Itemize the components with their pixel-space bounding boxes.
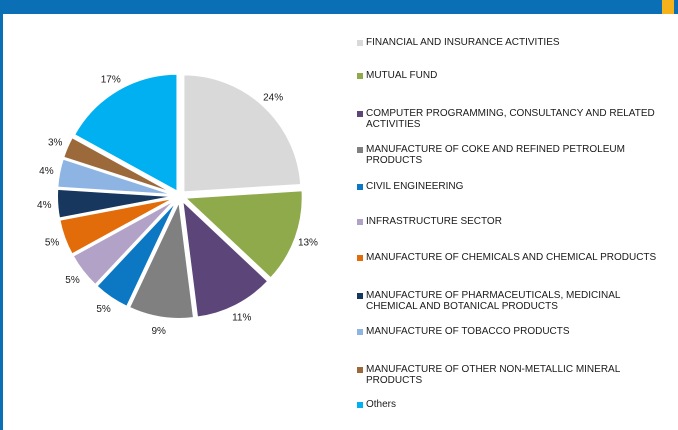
pie-chart: 24% 13% 11% 9% 5% 5% 5% 4% 4% 3% 17%	[37, 72, 318, 337]
legend-label: MUTUAL FUND	[366, 70, 438, 81]
legend-item-manufacture-of-tobacco-products: MANUFACTURE OF TOBACCO PRODUCTS	[357, 326, 671, 337]
data-label-manufacture-of-coke-and-refined-petroleum-products: 9%	[151, 326, 166, 337]
pie-slice-others	[72, 72, 179, 194]
data-label-computer-programming-consultancy-and-related-activities: 11%	[232, 313, 251, 324]
data-label-civil-engineering: 5%	[96, 304, 111, 315]
header-accent	[662, 0, 674, 14]
legend-swatch	[357, 219, 363, 225]
pie-slice-civil-engineering	[94, 199, 179, 309]
legend-item-computer-programming-consultancy-and-related-activities: COMPUTER PROGRAMMING, CONSULTANCY AND RE…	[357, 108, 671, 130]
legend-item-others: Others	[357, 399, 671, 410]
legend-item-manufacture-of-pharmaceuticals-medicinal-chemical-and-botanical-products: MANUFACTURE OF PHARMACEUTICALS, MEDICINA…	[357, 290, 671, 312]
legend-label: MANUFACTURE OF CHEMICALS AND CHEMICAL PR…	[366, 252, 657, 263]
pie-slice-manufacture-of-coke-and-refined-petroleum-products	[127, 197, 196, 320]
legend-item-civil-engineering: CIVIL ENGINEERING	[357, 181, 671, 192]
legend-label: COMPUTER PROGRAMMING, CONSULTANCY AND RE…	[366, 108, 655, 130]
legend-swatch	[357, 111, 363, 117]
pie-slice-infrastructure-sector	[71, 198, 177, 287]
legend-item-infrastructure-sector: INFRASTRUCTURE SECTOR	[357, 216, 671, 227]
legend-label: MANUFACTURE OF COKE AND REFINED PETROLEU…	[366, 144, 625, 166]
data-label-mutual-fund: 13%	[298, 238, 318, 249]
legend-label: INFRASTRUCTURE SECTOR	[366, 216, 502, 227]
legend-item-manufacture-of-other-non-metallic-mineral-products: MANUFACTURE OF OTHER NON-METALLIC MINERA…	[357, 364, 671, 386]
data-label-infrastructure-sector: 5%	[65, 275, 80, 286]
legend-swatch	[357, 329, 363, 335]
legend-swatch	[357, 184, 363, 190]
left-border	[0, 14, 3, 430]
legend-swatch	[357, 402, 363, 408]
legend-swatch	[357, 73, 363, 79]
legend-swatch	[357, 367, 363, 373]
legend-label: Others	[366, 399, 397, 410]
pie-slice-computer-programming-consultancy-and-related-activities	[180, 197, 270, 319]
pie-slice-manufacture-of-chemicals-and-chemical-products	[58, 196, 176, 256]
header-bar	[0, 0, 678, 14]
legend-item-mutual-fund: MUTUAL FUND	[357, 70, 671, 81]
legend-label: MANUFACTURE OF TOBACCO PRODUCTS	[366, 326, 570, 337]
pie-slice-mutual-fund	[182, 189, 304, 280]
legend-swatch	[357, 147, 363, 153]
pie-slice-manufacture-of-other-non-metallic-mineral-products	[61, 135, 176, 195]
legend-item-financial-and-insurance-activities: FINANCIAL AND INSURANCE ACTIVITIES	[357, 37, 671, 48]
pie-slice-manufacture-of-tobacco-products	[56, 157, 176, 197]
data-label-manufacture-of-chemicals-and-chemical-products: 5%	[45, 238, 60, 249]
data-label-manufacture-of-other-non-metallic-mineral-products: 3%	[48, 137, 63, 148]
data-label-financial-and-insurance-activities: 24%	[263, 92, 283, 103]
legend-item-manufacture-of-coke-and-refined-petroleum-products: MANUFACTURE OF COKE AND REFINED PETROLEU…	[357, 144, 671, 166]
data-label-manufacture-of-tobacco-products: 4%	[39, 166, 54, 177]
pie-slice-manufacture-of-pharmaceuticals-medicinal-chemical-and-botanical-products	[56, 187, 176, 220]
legend-swatch	[357, 293, 363, 299]
data-label-others: 17%	[101, 74, 121, 85]
data-label-manufacture-of-pharmaceuticals-medicinal-chemical-and-botanical-products: 4%	[37, 200, 52, 211]
legend-label: CIVIL ENGINEERING	[366, 181, 464, 192]
legend-swatch	[357, 255, 363, 261]
legend-label: MANUFACTURE OF PHARMACEUTICALS, MEDICINA…	[366, 290, 621, 312]
legend-swatch	[357, 40, 363, 46]
pie-slice-financial-and-insurance-activities	[182, 73, 303, 194]
legend-label: FINANCIAL AND INSURANCE ACTIVITIES	[366, 37, 560, 48]
legend-label: MANUFACTURE OF OTHER NON-METALLIC MINERA…	[366, 364, 620, 386]
legend-item-manufacture-of-chemicals-and-chemical-products: MANUFACTURE OF CHEMICALS AND CHEMICAL PR…	[357, 252, 671, 263]
